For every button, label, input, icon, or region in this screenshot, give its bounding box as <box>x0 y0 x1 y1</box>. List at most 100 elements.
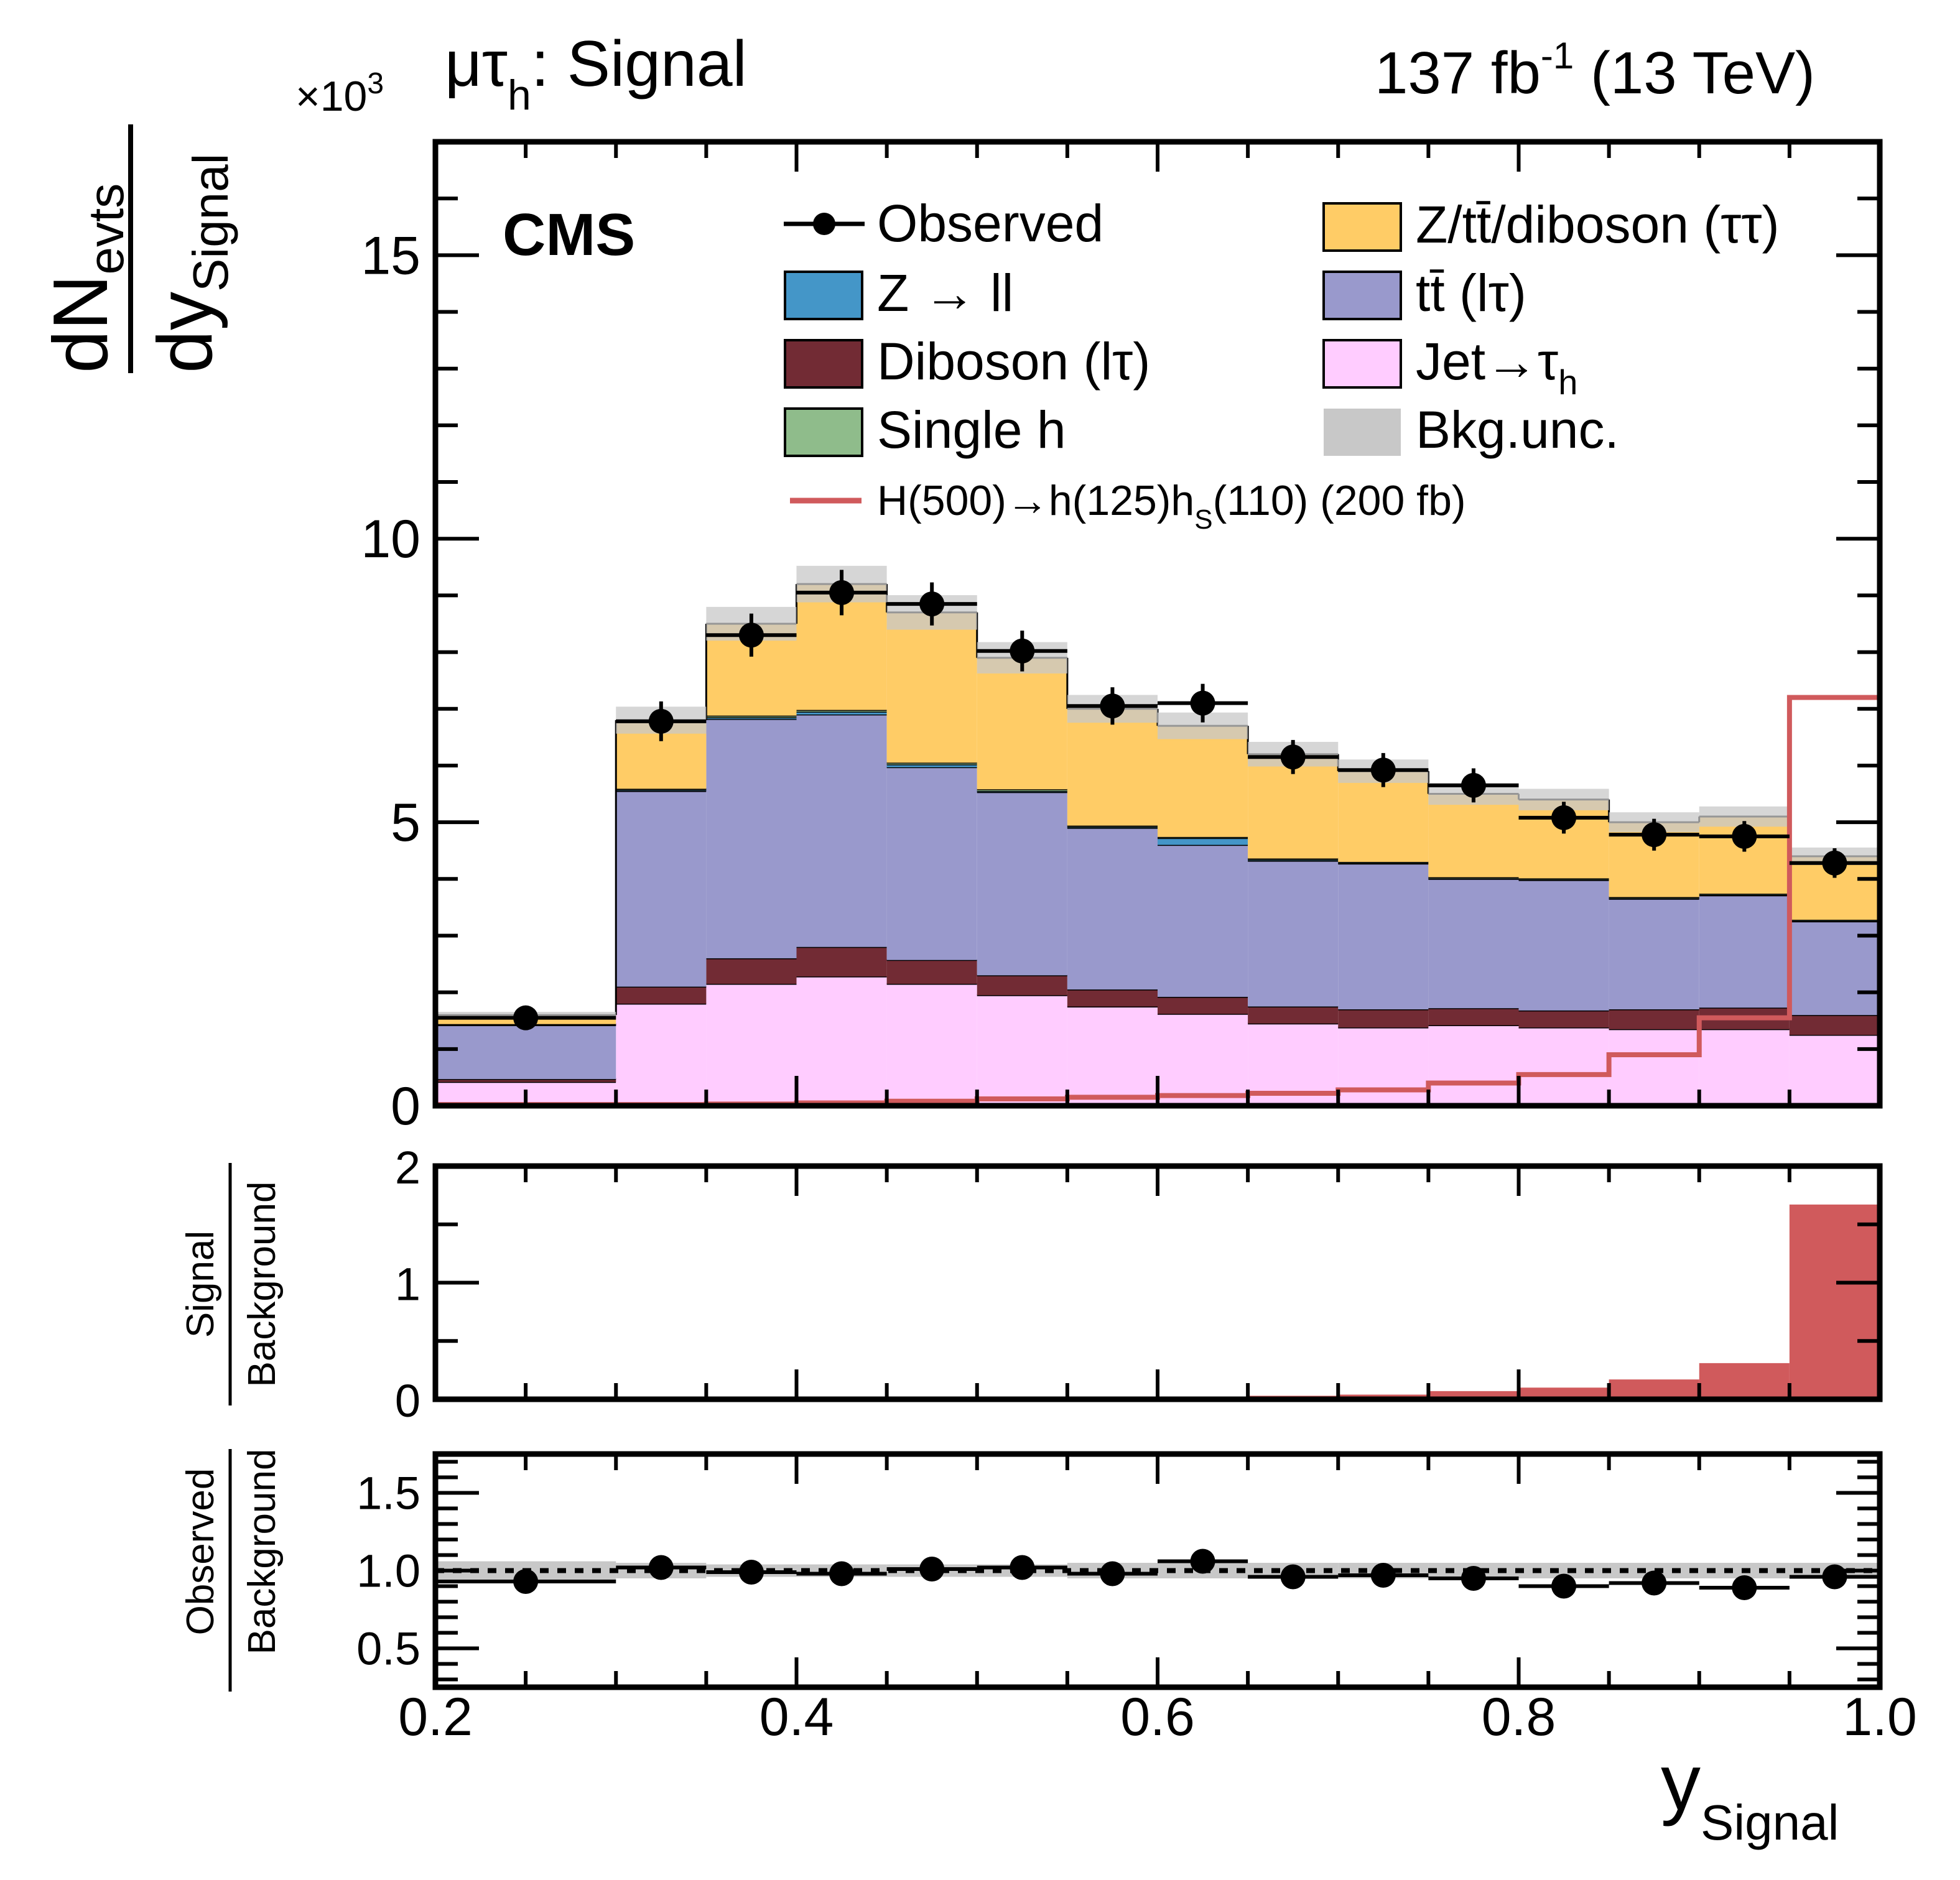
sb-bar-11 <box>1518 1387 1609 1399</box>
r2-y-tick-label-1.0: 1.0 <box>356 1545 420 1597</box>
observed-point-12 <box>1642 822 1667 848</box>
legend-zll: Z → ll <box>784 264 1013 322</box>
bar-diboson_lt-14 <box>1789 1015 1880 1035</box>
bar-jet_tau-10 <box>1428 1025 1519 1106</box>
bar-jet_tau-9 <box>1338 1027 1429 1106</box>
bar-jet_tau-11 <box>1518 1027 1609 1106</box>
main-y-axis-label: dNevts dySignal <box>38 124 238 373</box>
observed-point-1 <box>648 708 674 734</box>
x-tick-label-1.0: 1.0 <box>1842 1687 1917 1747</box>
bar-jet_tau-6 <box>1067 1006 1158 1106</box>
legend-zll-swatch <box>784 271 863 320</box>
ratio-point-14 <box>1822 1564 1847 1590</box>
legend-signal: H(500)→h(125)hS(110) (200 fb) <box>790 477 1466 535</box>
sb-bar-12 <box>1609 1379 1699 1399</box>
ratio-point-0 <box>513 1569 539 1594</box>
cms-label: CMS <box>503 201 635 268</box>
ratio1-y-axis-label: Signal Background <box>179 1163 284 1405</box>
ratio-point-3 <box>829 1561 855 1586</box>
y-multiplier: ×103 <box>295 67 384 120</box>
svg-text:tt̄ (lτ): tt̄ (lτ) <box>1416 264 1526 322</box>
observed-point-6 <box>1100 693 1125 719</box>
legend-single-h-swatch <box>784 407 863 457</box>
bar-zll-4 <box>886 764 977 767</box>
observed-point-8 <box>1280 744 1306 770</box>
bar-diboson_lt-2 <box>706 958 797 984</box>
bar-ttbar_lt-13 <box>1699 895 1790 1008</box>
svg-text:Observed: Observed <box>877 194 1103 252</box>
bar-diboson_lt-4 <box>886 960 977 984</box>
observed-point-0 <box>513 1005 539 1030</box>
bar-zll-7 <box>1158 838 1248 845</box>
r2-y-tick-label-1.5: 1.5 <box>356 1468 420 1519</box>
bar-jet_tau-7 <box>1158 1014 1248 1106</box>
x-tick-label-0.2: 0.2 <box>398 1687 473 1747</box>
observed-point-13 <box>1732 823 1757 849</box>
svg-text:Signal: Signal <box>179 1231 222 1338</box>
legend-bkg-unc-swatch <box>1324 409 1401 456</box>
ratio-point-12 <box>1642 1570 1667 1596</box>
bar-jet_tau-13 <box>1699 1029 1790 1106</box>
svg-text:Bkg.unc.: Bkg.unc. <box>1416 401 1619 459</box>
ratio2-y-axis-label: Observed Background <box>179 1449 284 1692</box>
ratio1-frame <box>432 1163 1883 1402</box>
ratio-point-1 <box>648 1555 674 1580</box>
bar-diboson_lt-11 <box>1518 1010 1609 1028</box>
bar-jet_tau-1 <box>616 1003 707 1106</box>
svg-text:Z/tt̄/diboson (ττ): Z/tt̄/diboson (ττ) <box>1416 195 1780 254</box>
bar-ztt-6 <box>1067 708 1158 826</box>
bar-diboson_lt-1 <box>616 986 707 1004</box>
legend-jet-tau: Jet→τh <box>1322 332 1577 402</box>
x-tick-label-0.6: 0.6 <box>1120 1687 1195 1747</box>
bar-ztt-7 <box>1158 726 1248 837</box>
bar-ttbar_lt-11 <box>1518 880 1609 1011</box>
ratio-point-10 <box>1461 1566 1486 1591</box>
bar-ttbar_lt-8 <box>1248 861 1339 1007</box>
bar-ttbar_lt-9 <box>1338 863 1429 1009</box>
ratio2-frame <box>432 1451 1883 1690</box>
observed-point-10 <box>1461 772 1486 798</box>
bar-diboson_lt-3 <box>796 947 887 977</box>
svg-text:Single h: Single h <box>877 401 1066 459</box>
ratio-point-2 <box>738 1560 764 1585</box>
bar-jet_tau-3 <box>796 976 887 1106</box>
svg-text:Background: Background <box>241 1449 284 1655</box>
svg-text:Z → ll: Z → ll <box>877 264 1013 322</box>
ratio-point-9 <box>1370 1563 1396 1588</box>
bar-diboson_lt-6 <box>1067 989 1158 1007</box>
bar-diboson_lt-8 <box>1248 1006 1339 1024</box>
legend-bkg-unc: Bkg.unc. <box>1324 401 1619 459</box>
legend-ttbar-lt: tt̄ (lτ) <box>1322 264 1526 322</box>
ratio-point-4 <box>919 1557 945 1581</box>
ratio-point-11 <box>1551 1573 1577 1599</box>
bar-diboson_lt-7 <box>1158 996 1248 1014</box>
luminosity-label: 137 fb-1 (13 TeV) <box>1375 35 1815 106</box>
r1-y-tick-label-0: 0 <box>395 1375 420 1427</box>
main-stack-layer <box>434 583 1880 1106</box>
svg-text:H(500)→h(125)hS(110) (200 fb): H(500)→h(125)hS(110) (200 fb) <box>877 477 1466 535</box>
bar-jet_tau-5 <box>977 995 1067 1106</box>
bar-diboson_lt-0 <box>435 1079 616 1082</box>
r1-y-tick-label-2: 2 <box>395 1142 420 1193</box>
observed-point-3 <box>829 580 855 605</box>
x-axis-label: ySignal <box>1661 1738 1839 1850</box>
bar-ttbar_lt-6 <box>1067 828 1158 990</box>
main-frame <box>432 139 1883 1109</box>
main-observed-layer <box>435 570 1880 1030</box>
bar-ttbar_lt-12 <box>1609 899 1699 1009</box>
sb-bar-13 <box>1699 1363 1790 1399</box>
bar-diboson_lt-10 <box>1428 1008 1519 1026</box>
observed-point-9 <box>1370 757 1396 783</box>
r1-y-tick-label-1: 1 <box>395 1259 420 1310</box>
bar-ztt-5 <box>977 657 1067 790</box>
bar-jet_tau-2 <box>706 983 797 1106</box>
bar-ttbar_lt-1 <box>616 790 707 987</box>
observed-point-11 <box>1551 805 1577 830</box>
svg-text:dySignal: dySignal <box>142 154 238 373</box>
svg-text:dNevts: dNevts <box>38 183 134 373</box>
bar-zll-3 <box>796 711 887 715</box>
bar-jet_tau-14 <box>1789 1035 1880 1106</box>
bar-diboson_lt-12 <box>1609 1009 1699 1029</box>
legend-jet-tau-swatch <box>1322 339 1402 389</box>
